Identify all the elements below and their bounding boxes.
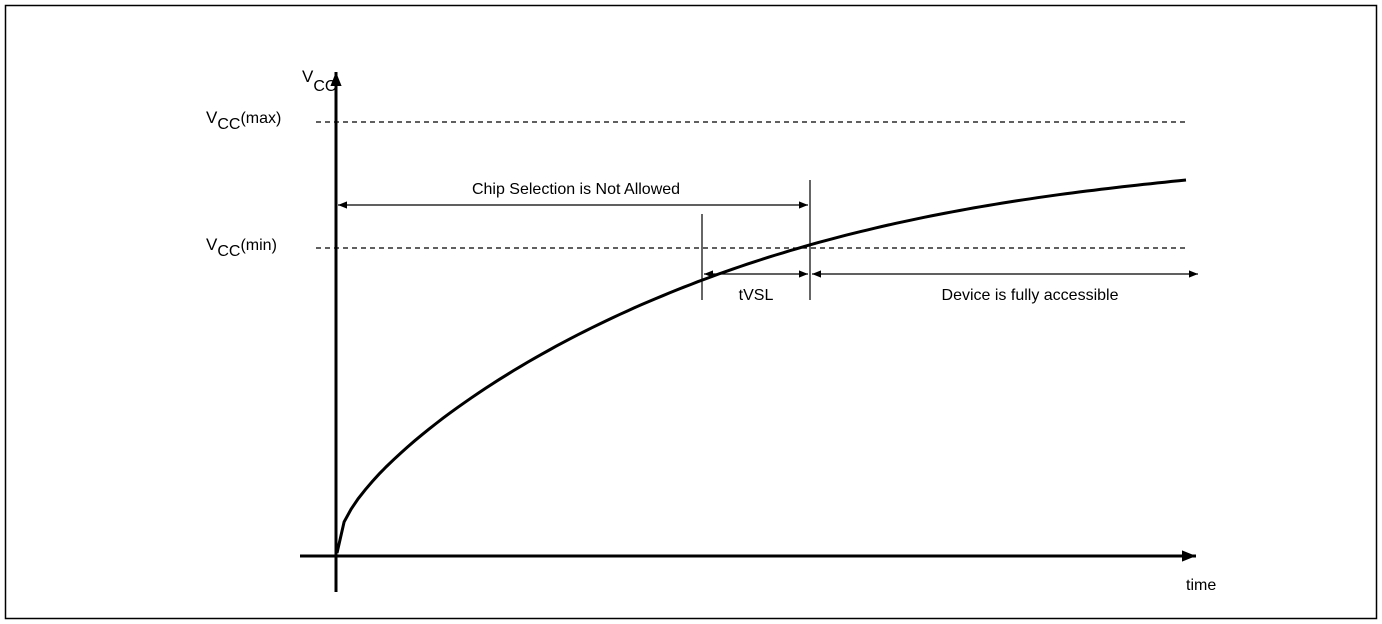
vcc-rise-curve xyxy=(335,178,1187,554)
x-axis-label: time xyxy=(1186,577,1216,594)
vcc-max-label: VCC(max) xyxy=(206,108,281,133)
tvsl-label: tVSL xyxy=(739,287,774,304)
fully-accessible-label: Device is fully accessible xyxy=(942,287,1119,304)
chip-selection-label: Chip Selection is Not Allowed xyxy=(472,181,680,198)
y-axis-label: VCC xyxy=(302,67,336,95)
vcc-min-label: VCC(min) xyxy=(206,235,277,260)
diagram-border xyxy=(4,4,1378,620)
